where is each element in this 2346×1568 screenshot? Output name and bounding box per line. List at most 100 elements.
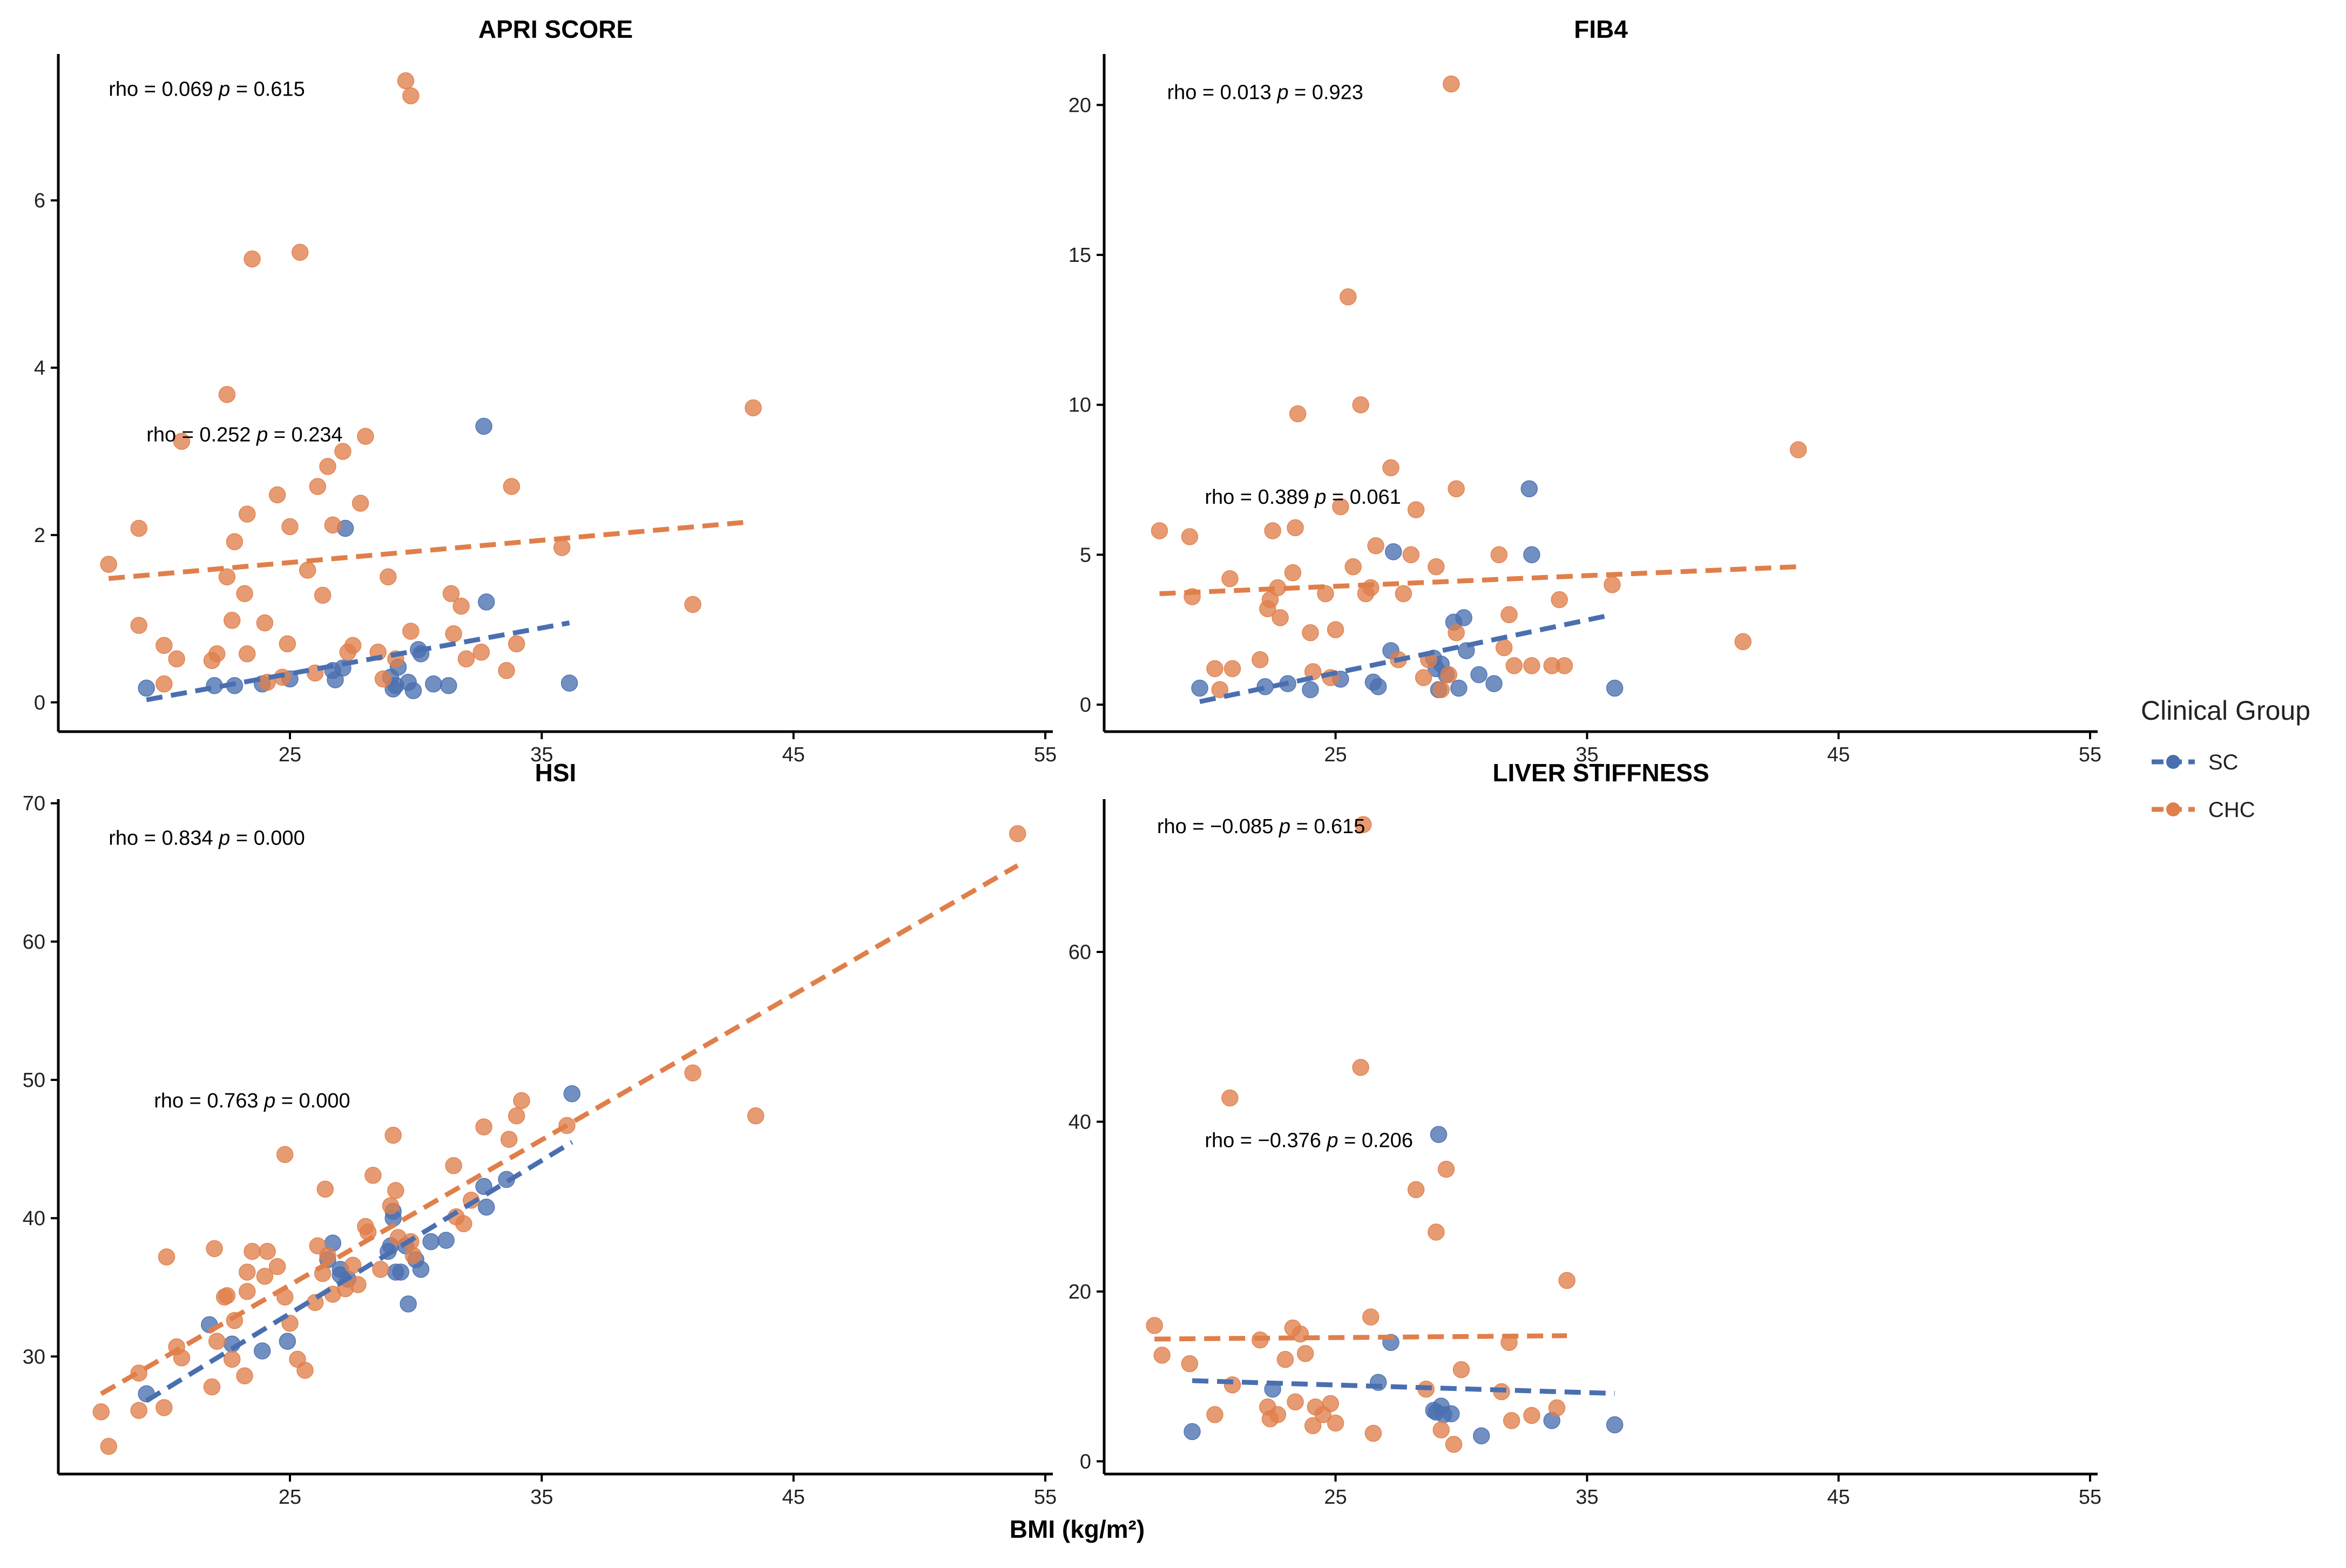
- point-fib4-sc-8: [1384, 543, 1402, 560]
- point-fib4-chc-3: [1206, 660, 1223, 678]
- point-liver-stiffness-chc-29: [1445, 1436, 1463, 1453]
- p-symbol: p: [218, 78, 230, 100]
- point-liver-stiffness-sc-10: [1472, 1427, 1490, 1444]
- point-fib4-sc-20: [1520, 480, 1538, 497]
- panel-fib4: FIB4 0 5 10 15 20 25 35 45 55 rho = 0.013 p = 0.92…: [1069, 15, 2101, 766]
- panel-liver-stiffness: LIVER STIFFNESS 0 20 40 60 25 35 45 55 rho = −0.0…: [1069, 759, 2101, 1509]
- point-fib4-sc-15: [1450, 679, 1468, 697]
- point-apri-score-chc-28: [319, 458, 336, 475]
- point-apri-score-sc-0: [138, 679, 155, 697]
- p-value-text: = 0.000: [230, 827, 305, 850]
- point-fib4-sc-3: [1302, 681, 1319, 699]
- x-tick-label-fib4-25: 25: [1324, 744, 1347, 766]
- x-tick-label-hsi-25: 25: [279, 1486, 301, 1509]
- point-apri-score-chc-11: [224, 612, 241, 629]
- point-hsi-chc-19: [256, 1267, 274, 1285]
- point-liver-stiffness-sc-0: [1184, 1423, 1201, 1441]
- point-fib4-chc-28: [1382, 459, 1400, 477]
- point-fib4-chc-45: [1523, 657, 1540, 674]
- point-fib4-chc-6: [1223, 660, 1241, 678]
- point-fib4-chc-27: [1367, 537, 1384, 555]
- point-apri-score-chc-15: [238, 505, 256, 523]
- point-hsi-chc-5: [158, 1248, 175, 1266]
- point-fib4-chc-42: [1495, 639, 1513, 657]
- legend-item-chc: CHC: [2152, 798, 2255, 822]
- x-tick-label-fib4-35: 35: [1576, 744, 1598, 766]
- point-fib4-chc-37: [1440, 666, 1457, 684]
- point-hsi-chc-4: [156, 1399, 173, 1416]
- point-liver-stiffness-chc-28: [1437, 1160, 1455, 1178]
- point-liver-stiffness-chc-15: [1304, 1417, 1322, 1435]
- y-tick-label-hsi-50: 50: [23, 1069, 45, 1092]
- point-hsi-sc-25: [563, 1085, 581, 1103]
- point-hsi-chc-24: [281, 1315, 299, 1332]
- y-tick-label-fib4-15: 15: [1069, 244, 1091, 267]
- x-tick-label-apri-score-25: 25: [279, 744, 301, 766]
- point-hsi-chc-20: [259, 1242, 276, 1260]
- p-value-text: = 0.206: [1338, 1130, 1413, 1152]
- point-apri-score-chc-41: [402, 623, 420, 640]
- point-fib4-sc-21: [1523, 546, 1540, 564]
- point-fib4-chc-30: [1395, 585, 1412, 603]
- correlation-label-fib4-top: rho = 0.013 p = 0.923: [1167, 81, 1363, 104]
- point-apri-score-chc-40: [402, 87, 420, 105]
- x-tick-label-hsi-45: 45: [782, 1486, 805, 1509]
- point-apri-score-chc-36: [374, 670, 392, 688]
- y-tick-label-hsi-70: 70: [23, 793, 45, 815]
- point-hsi-chc-57: [1009, 825, 1026, 842]
- point-fib4-sc-19: [1485, 675, 1503, 692]
- p-value-text: = 0.061: [1326, 486, 1401, 509]
- rho-text: rho = 0.069: [109, 78, 219, 100]
- point-hsi-chc-41: [384, 1126, 402, 1144]
- point-fib4-chc-48: [1556, 657, 1573, 674]
- point-hsi-chc-0: [92, 1403, 110, 1421]
- point-hsi-chc-53: [513, 1092, 530, 1110]
- y-tick-label-apri-score-6: 6: [34, 190, 45, 212]
- point-apri-score-chc-47: [498, 662, 515, 679]
- point-hsi-chc-45: [404, 1247, 422, 1265]
- point-apri-score-chc-6: [173, 432, 191, 450]
- point-fib4-chc-44: [1505, 657, 1523, 674]
- point-hsi-chc-8: [203, 1378, 221, 1396]
- point-hsi-chc-12: [218, 1287, 236, 1305]
- point-fib4-chc-13: [1284, 564, 1302, 582]
- point-liver-stiffness-chc-10: [1276, 1350, 1294, 1368]
- legend: Clinical Group SC CHC: [2141, 695, 2310, 822]
- point-hsi-sc-23: [478, 1198, 495, 1216]
- point-hsi-chc-1: [100, 1438, 118, 1455]
- point-hsi-chc-56: [747, 1107, 765, 1125]
- point-apri-score-chc-9: [218, 386, 236, 403]
- point-hsi-chc-21: [268, 1258, 286, 1275]
- point-hsi-chc-38: [364, 1166, 382, 1184]
- point-fib4-chc-38: [1443, 75, 1460, 93]
- point-apri-score-chc-43: [445, 625, 462, 643]
- legend-chc-point-swatch: [2166, 802, 2180, 816]
- point-hsi-chc-13: [224, 1350, 241, 1368]
- point-fib4-sc-22: [1606, 679, 1624, 697]
- correlation-label-apri-score-bottom: rho = 0.252 p = 0.234: [146, 423, 342, 446]
- y-tick-label-hsi-60: 60: [23, 931, 45, 954]
- point-fib4-chc-0: [1151, 522, 1168, 539]
- point-apri-score-chc-22: [281, 518, 299, 536]
- point-liver-stiffness-chc-35: [1548, 1399, 1566, 1417]
- panel-title-liver-stiffness: LIVER STIFFNESS: [1492, 759, 1709, 787]
- point-apri-score-sc-19: [475, 417, 492, 435]
- point-liver-stiffness-chc-1: [1153, 1347, 1171, 1364]
- point-fib4-chc-40: [1448, 624, 1465, 641]
- point-hsi-sc-15: [392, 1263, 409, 1281]
- point-apri-score-sc-14: [404, 682, 422, 699]
- y-tick-label-liver-stiffness-60: 60: [1069, 941, 1091, 964]
- point-apri-score-chc-0: [100, 556, 118, 573]
- trend-line-apri-score-chc: [108, 520, 743, 581]
- rho-text: rho = −0.376: [1205, 1130, 1327, 1152]
- point-liver-stiffness-chc-3: [1206, 1406, 1223, 1423]
- point-hsi-chc-30: [316, 1180, 334, 1198]
- point-apri-score-chc-8: [208, 645, 226, 663]
- point-apri-score-chc-2: [130, 617, 147, 634]
- trend-line-fib4-chc: [1159, 564, 1799, 597]
- point-apri-score-chc-30: [334, 443, 351, 460]
- legend-sc-label: SC: [2208, 751, 2239, 774]
- point-liver-stiffness-chc-19: [1327, 1414, 1344, 1432]
- point-fib4-sc-0: [1191, 679, 1208, 697]
- point-apri-score-chc-10: [218, 568, 236, 586]
